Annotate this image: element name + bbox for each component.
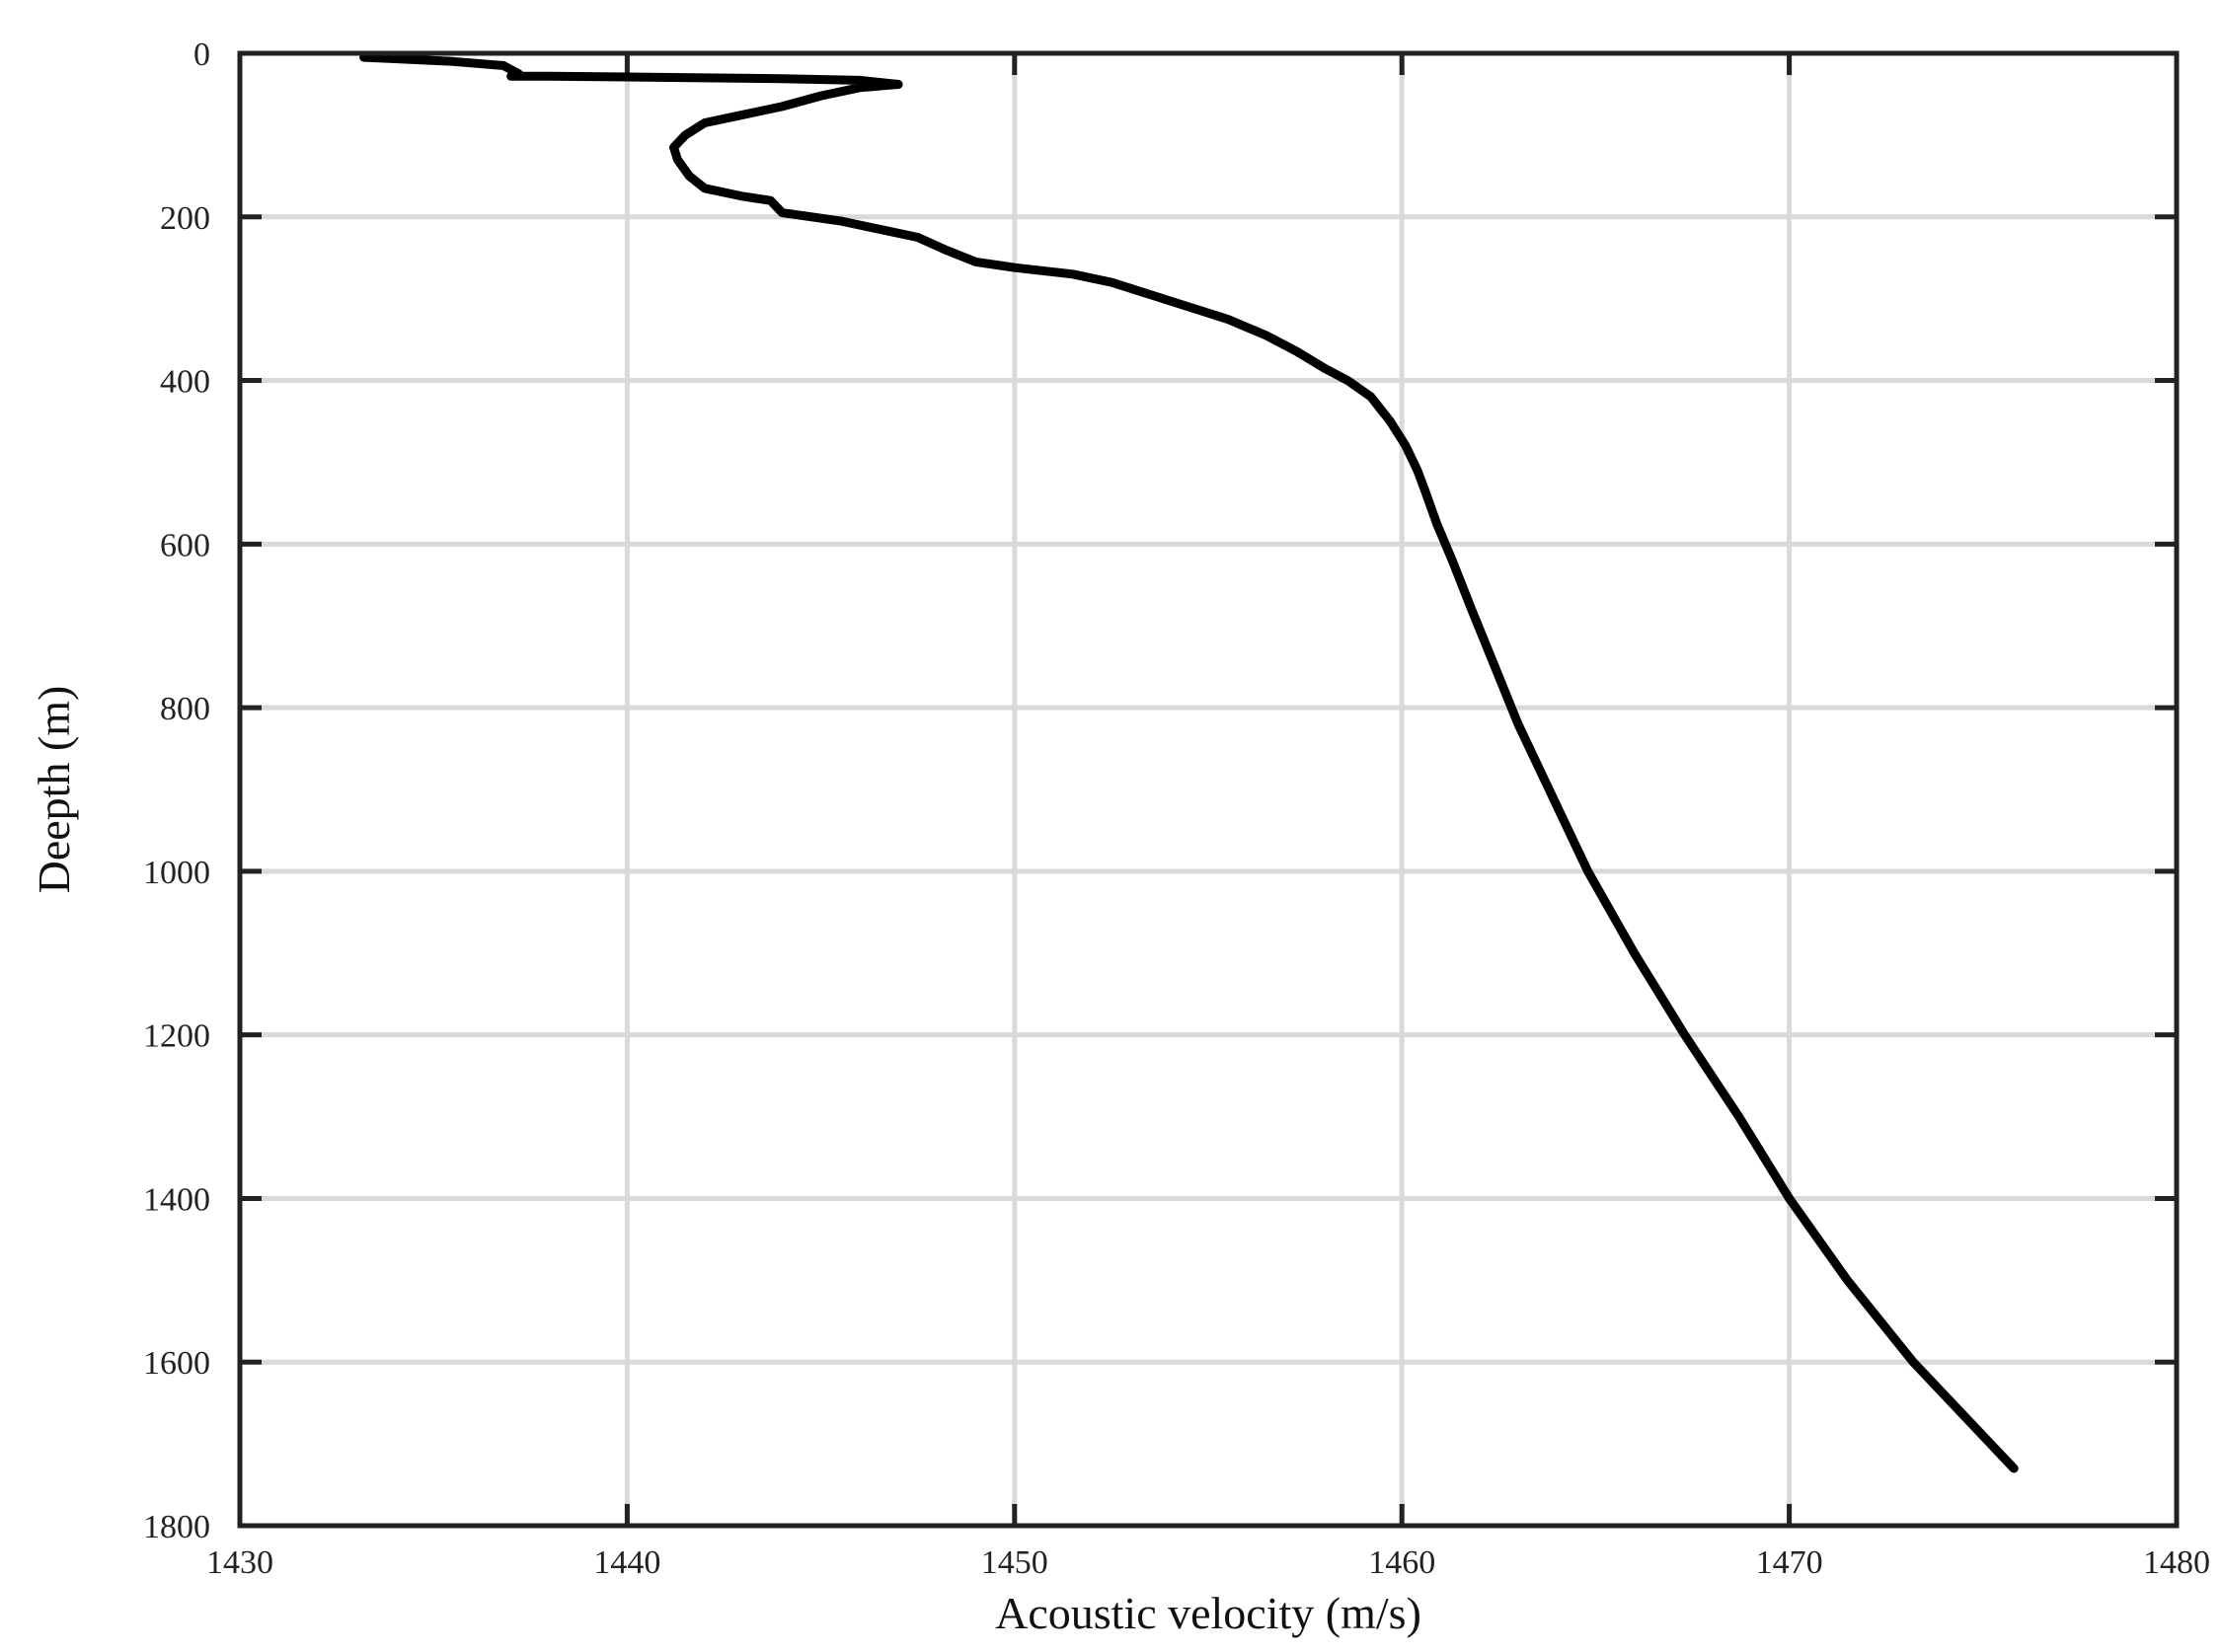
x-tick-label: 1460 <box>1368 1544 1435 1581</box>
x-tick-label: 1430 <box>206 1544 273 1581</box>
velocity-profile-line <box>359 52 2019 1473</box>
y-tick-label: 600 <box>160 527 210 563</box>
x-axis-ticks: 1430 1440 1450 1460 1470 1480 <box>206 53 2210 1581</box>
y-axis-ticks: 0 200 400 600 800 1000 1200 1400 1600 1800 <box>143 37 2177 1545</box>
y-tick-label: 1200 <box>143 1018 210 1055</box>
x-tick-label: 1480 <box>2143 1544 2210 1581</box>
y-tick-label: 800 <box>160 691 210 727</box>
plot-frame <box>237 50 2180 1529</box>
x-axis-label: Acoustic velocity (m/s) <box>995 1588 1421 1638</box>
y-tick-label: 0 <box>193 37 210 73</box>
y-tick-label: 200 <box>160 200 210 237</box>
x-tick-label: 1450 <box>981 1544 1048 1581</box>
y-tick-label: 1800 <box>143 1509 210 1545</box>
y-tick-label: 1600 <box>143 1345 210 1382</box>
grid-lines <box>237 50 2180 1529</box>
y-tick-label: 400 <box>160 364 210 401</box>
y-axis-label: Deepth (m) <box>29 686 79 894</box>
x-tick-label: 1440 <box>593 1544 660 1581</box>
y-tick-label: 1000 <box>143 855 210 891</box>
x-tick-label: 1470 <box>1756 1544 1823 1581</box>
y-tick-label: 1400 <box>143 1181 210 1218</box>
